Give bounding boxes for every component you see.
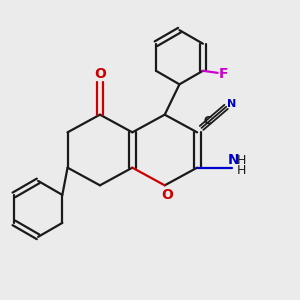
Text: O: O	[162, 188, 174, 202]
Text: H: H	[237, 154, 246, 167]
Text: C: C	[203, 116, 212, 126]
Text: F: F	[219, 67, 228, 81]
Text: O: O	[94, 67, 106, 81]
Text: H: H	[237, 164, 246, 177]
Text: N: N	[228, 153, 240, 167]
Text: N: N	[227, 99, 237, 109]
